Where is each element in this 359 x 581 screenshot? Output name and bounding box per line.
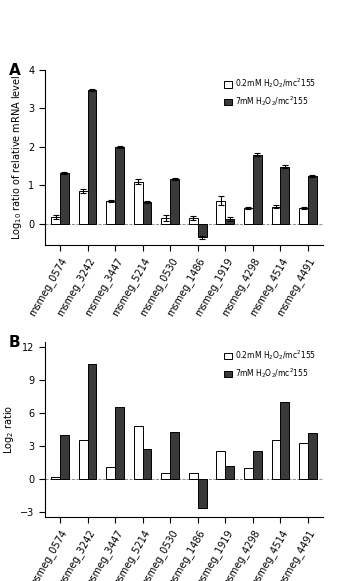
Bar: [280, 167, 289, 224]
Bar: [79, 440, 88, 479]
Bar: [162, 474, 170, 479]
Y-axis label: Log$_{10}$ ratio of relative mRNA level: Log$_{10}$ ratio of relative mRNA level: [10, 75, 24, 240]
Bar: [170, 179, 179, 224]
Bar: [272, 207, 280, 224]
Bar: [308, 176, 317, 224]
Bar: [198, 479, 206, 508]
Bar: [253, 451, 262, 479]
Bar: [299, 208, 308, 224]
Bar: [308, 433, 317, 479]
Bar: [106, 201, 115, 224]
Bar: [106, 467, 115, 479]
Bar: [244, 468, 253, 479]
Bar: [189, 474, 198, 479]
Bar: [60, 435, 69, 479]
Bar: [143, 449, 151, 479]
Bar: [60, 173, 69, 224]
Legend: 0.2mM H$_2$O$_2$/mc$^2$155, 7mM H$_2$O$_2$/mc$^2$155: 0.2mM H$_2$O$_2$/mc$^2$155, 7mM H$_2$O$_…: [222, 74, 319, 112]
Bar: [280, 402, 289, 479]
Bar: [244, 208, 253, 224]
Bar: [143, 202, 151, 224]
Bar: [115, 407, 124, 479]
Bar: [225, 465, 234, 479]
Bar: [134, 426, 143, 479]
Legend: 0.2mM H$_2$O$_2$/mc$^2$155, 7mM H$_2$O$_2$/mc$^2$155: 0.2mM H$_2$O$_2$/mc$^2$155, 7mM H$_2$O$_…: [222, 346, 319, 383]
Bar: [79, 191, 88, 224]
Bar: [216, 451, 225, 479]
Bar: [272, 440, 280, 479]
Bar: [88, 90, 96, 224]
Bar: [299, 443, 308, 479]
Bar: [134, 181, 143, 224]
Bar: [51, 476, 60, 479]
Bar: [216, 201, 225, 224]
Bar: [162, 218, 170, 224]
Bar: [88, 364, 96, 479]
Y-axis label: Log$_2$ ratio: Log$_2$ ratio: [2, 405, 16, 454]
Bar: [115, 147, 124, 224]
Bar: [225, 219, 234, 224]
Text: A: A: [9, 63, 20, 78]
Bar: [51, 217, 60, 224]
Text: B: B: [9, 335, 20, 350]
Bar: [189, 218, 198, 224]
Bar: [253, 155, 262, 224]
Bar: [198, 224, 206, 238]
Bar: [170, 432, 179, 479]
